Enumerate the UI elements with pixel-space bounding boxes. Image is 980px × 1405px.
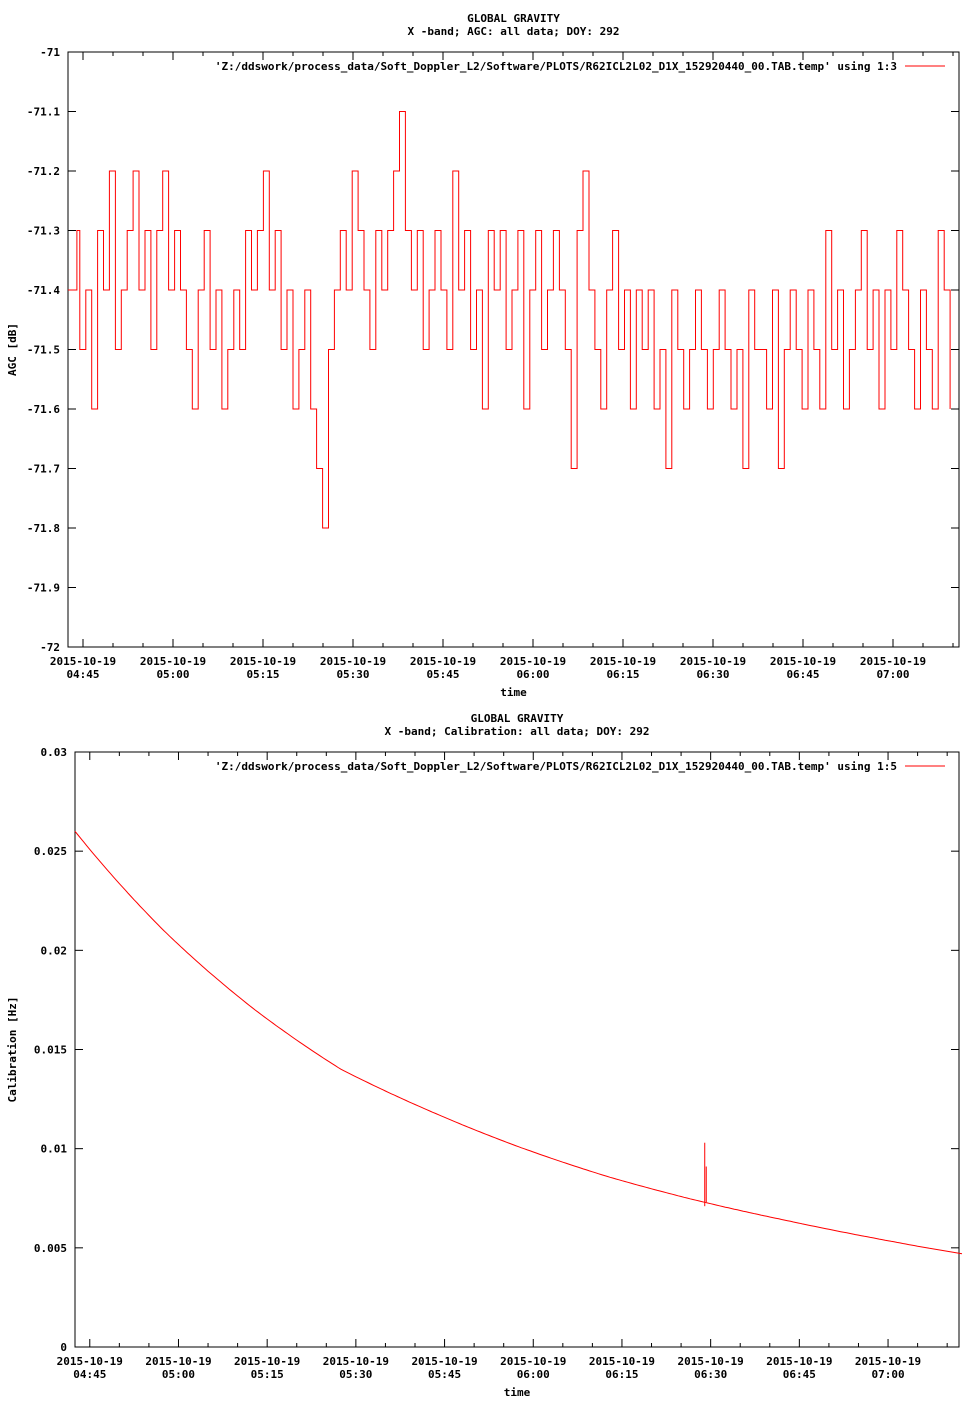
y-axis-label: AGC [dB] [6, 323, 19, 376]
x-tick-label-date: 2015-10-19 [678, 1355, 744, 1368]
y-tick-label: 0.025 [34, 845, 67, 858]
y-tick-label: -71.4 [27, 284, 60, 297]
x-tick-label-date: 2015-10-19 [50, 655, 116, 668]
y-tick-label: 0 [60, 1341, 67, 1354]
legend-label: 'Z:/ddswork/process_data/Soft_Doppler_L2… [215, 60, 897, 73]
y-tick-label: -71.9 [27, 582, 60, 595]
x-tick-label-date: 2015-10-19 [680, 655, 746, 668]
x-tick-label-date: 2015-10-19 [323, 1355, 389, 1368]
x-tick-label-date: 2015-10-19 [500, 655, 566, 668]
x-tick-label-time: 07:00 [871, 1368, 904, 1381]
y-tick-label: 0.005 [34, 1242, 67, 1255]
x-tick-label-date: 2015-10-19 [766, 1355, 832, 1368]
y-tick-label: -71.1 [27, 106, 60, 119]
chart-title: GLOBAL GRAVITY [467, 12, 560, 25]
x-tick-label-date: 2015-10-19 [230, 655, 296, 668]
y-tick-label: -71.7 [27, 463, 60, 476]
x-tick-label-time: 05:45 [428, 1368, 461, 1381]
x-tick-label-time: 06:45 [783, 1368, 816, 1381]
y-tick-label: 0.02 [41, 944, 68, 957]
series-line [68, 111, 951, 529]
chart-subtitle: X -band; AGC: all data; DOY: 292 [408, 25, 620, 38]
y-tick-label: -71.6 [27, 403, 60, 416]
series-line [74, 830, 963, 1255]
y-tick-label: -71.8 [27, 522, 60, 535]
x-tick-label-time: 05:30 [336, 668, 369, 681]
x-tick-label-date: 2015-10-19 [589, 1355, 655, 1368]
x-tick-label-date: 2015-10-19 [855, 1355, 921, 1368]
x-tick-label-date: 2015-10-19 [590, 655, 656, 668]
x-tick-label-date: 2015-10-19 [57, 1355, 123, 1368]
y-tick-label: -71.2 [27, 165, 60, 178]
x-tick-label-time: 05:15 [246, 668, 279, 681]
x-tick-label-date: 2015-10-19 [500, 1355, 566, 1368]
x-tick-label-date: 2015-10-19 [860, 655, 926, 668]
x-tick-label-time: 04:45 [66, 668, 99, 681]
x-tick-label-time: 05:15 [251, 1368, 284, 1381]
x-tick-label-time: 05:00 [162, 1368, 195, 1381]
x-tick-label-time: 04:45 [73, 1368, 106, 1381]
x-tick-label-date: 2015-10-19 [145, 1355, 211, 1368]
chart-subtitle: X -band; Calibration: all data; DOY: 292 [385, 725, 650, 738]
x-tick-label-time: 06:30 [696, 668, 729, 681]
y-tick-label: -72 [40, 641, 60, 654]
x-tick-label-date: 2015-10-19 [410, 655, 476, 668]
x-tick-label-time: 06:00 [516, 668, 549, 681]
x-tick-label-time: 05:30 [339, 1368, 372, 1381]
x-tick-label-time: 06:45 [786, 668, 819, 681]
x-tick-label-time: 06:15 [605, 1368, 638, 1381]
y-tick-label: -71.3 [27, 225, 60, 238]
chart-title: GLOBAL GRAVITY [471, 712, 564, 725]
x-tick-label-time: 05:45 [426, 668, 459, 681]
y-tick-label: -71 [40, 46, 60, 59]
x-tick-label-date: 2015-10-19 [234, 1355, 300, 1368]
x-tick-label-time: 06:30 [694, 1368, 727, 1381]
x-tick-label-time: 07:00 [876, 668, 909, 681]
x-axis-label: time [504, 1386, 531, 1399]
y-tick-label: 0.03 [41, 746, 68, 759]
y-tick-label: 0.015 [34, 1044, 67, 1057]
y-tick-label: -71.5 [27, 344, 60, 357]
x-tick-label-date: 2015-10-19 [411, 1355, 477, 1368]
x-tick-label-date: 2015-10-19 [140, 655, 206, 668]
plot-frame [74, 751, 960, 1348]
x-tick-label-date: 2015-10-19 [770, 655, 836, 668]
x-tick-label-date: 2015-10-19 [320, 655, 386, 668]
x-tick-label-time: 05:00 [156, 668, 189, 681]
y-tick-label: 0.01 [41, 1143, 68, 1156]
x-tick-label-time: 06:15 [606, 668, 639, 681]
y-axis-label: Calibration [Hz] [6, 997, 19, 1103]
x-tick-label-time: 06:00 [517, 1368, 550, 1381]
x-axis-label: time [500, 686, 527, 699]
legend-label: 'Z:/ddswork/process_data/Soft_Doppler_L2… [215, 760, 897, 773]
